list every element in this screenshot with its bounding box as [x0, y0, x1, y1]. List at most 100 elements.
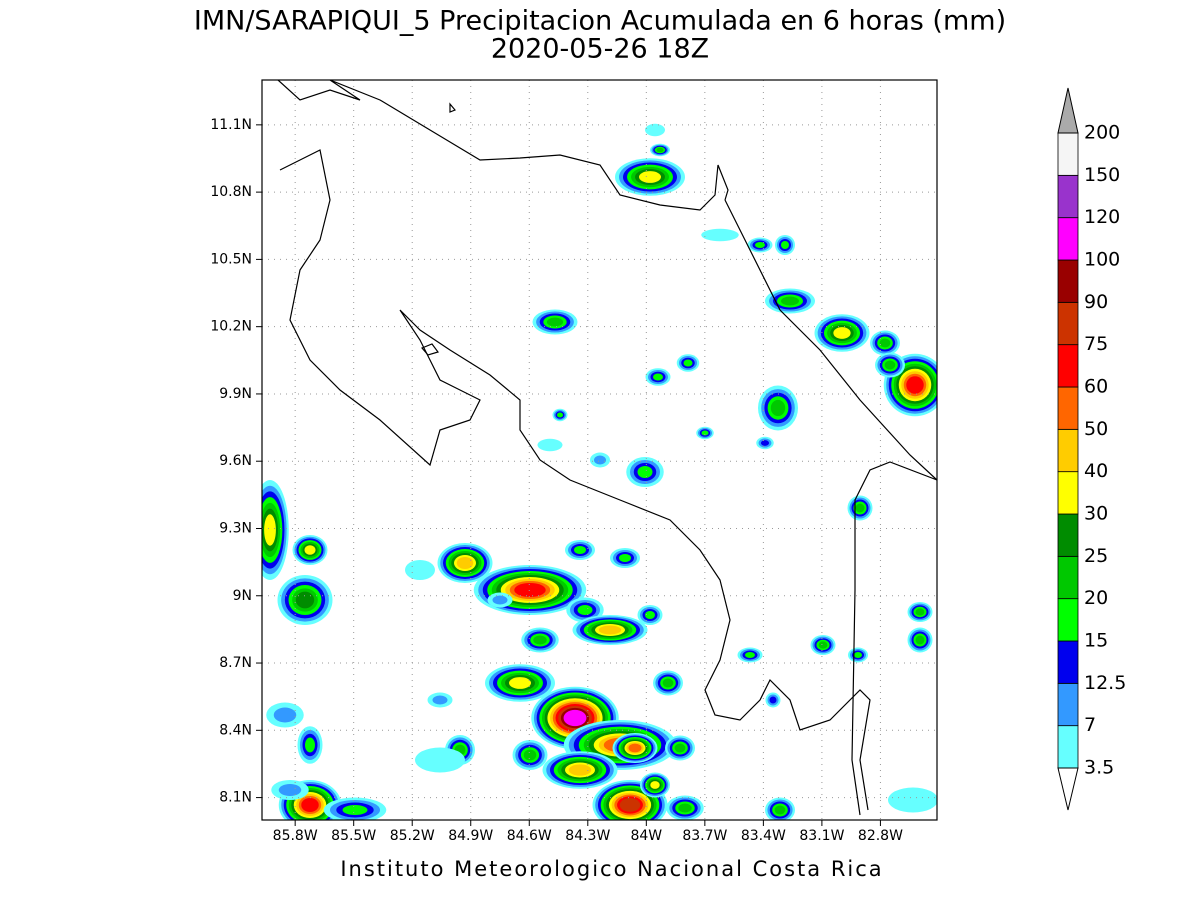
rain-cell: [656, 147, 664, 153]
colorbar-segment: [1057, 344, 1079, 388]
rain-cell: [879, 338, 891, 348]
rain-cell: [432, 695, 448, 705]
colorbar-segment: [1057, 640, 1079, 684]
colorbar-segment: [1057, 598, 1079, 642]
rain-cell: [594, 455, 606, 465]
colorbar-label: 7: [1084, 714, 1096, 736]
x-tick-label: 84W: [630, 828, 662, 844]
rain-cell: [619, 554, 631, 562]
rain-cell: [295, 591, 315, 609]
rain-cell: [304, 545, 316, 555]
rain-cell: [568, 764, 592, 776]
colorbar-label: 12.5: [1084, 672, 1126, 694]
y-tick-label: 11.1N: [210, 117, 252, 133]
precipitation: [262, 123, 937, 820]
rain-cell: [301, 798, 319, 812]
rain-cell: [855, 503, 865, 513]
rain-cell: [278, 784, 302, 796]
title: IMN/SARAPIQUI_5 Precipitacion Acumulada …: [194, 6, 1006, 37]
subtitle: 2020-05-26 18Z: [491, 34, 709, 65]
rain-cell: [906, 376, 924, 394]
rain-cell: [662, 678, 674, 688]
rain-cell: [701, 430, 709, 436]
rain-cell: [770, 399, 786, 417]
rain-cell: [645, 123, 665, 137]
rain-cell: [769, 696, 777, 704]
rain-cell: [650, 781, 660, 789]
colorbar-segment: [1057, 174, 1079, 219]
colorbar-segment: [1057, 513, 1079, 557]
colorbar-segment: [1057, 386, 1079, 430]
y-tick-label: 9N: [233, 588, 252, 604]
rain-cell: [456, 557, 474, 569]
colorbar-segment: [1057, 217, 1079, 261]
rain-cell: [533, 635, 547, 645]
x-tick-label: 83.4W: [741, 828, 786, 844]
rain-cell: [273, 707, 297, 723]
colorbar-label: 90: [1084, 291, 1108, 313]
y-tick-label: 9.3N: [219, 520, 252, 536]
y-tick-label: 8.7N: [219, 655, 252, 671]
x-tick-label: 84.9W: [448, 828, 493, 844]
rain-cell: [833, 327, 851, 339]
island: [420, 102, 456, 356]
y-tick-label: 10.2N: [210, 319, 252, 335]
rain-cell: [619, 798, 641, 812]
colorbar-label: 25: [1084, 545, 1108, 567]
colorbar-label: 60: [1084, 376, 1108, 398]
rain-cell: [653, 373, 663, 381]
x-tick-label: 85.5W: [331, 828, 376, 844]
colorbar-segment: [1057, 471, 1079, 515]
y-tick-label: 8.1N: [219, 790, 252, 806]
rain-cell: [683, 359, 693, 367]
rain-cell: [745, 652, 755, 658]
rain-cell: [854, 652, 862, 658]
colorbar-segment: [1057, 428, 1079, 473]
rain-cell: [639, 171, 661, 183]
rain-cell: [628, 743, 642, 753]
colorbar-label: 100: [1084, 249, 1120, 271]
colorbar-label: 200: [1084, 122, 1120, 144]
rain-cell: [574, 546, 586, 554]
rain-cell: [915, 608, 925, 616]
rain-cell: [264, 514, 276, 546]
colorbar-label: 40: [1084, 460, 1108, 482]
colorbar-label: 3.5: [1084, 757, 1114, 779]
y-tick-label: 10.5N: [210, 251, 252, 267]
rain-cell: [678, 803, 692, 813]
rain-cell: [514, 583, 546, 597]
rain-cell: [674, 743, 686, 753]
x-tick-label: 83.7W: [682, 828, 727, 844]
rain-cell: [755, 242, 765, 248]
rain-cell: [598, 625, 622, 635]
rain-cell: [774, 805, 786, 815]
caribbean-coast: [724, 199, 937, 481]
y-tick-label: 9.9N: [219, 386, 252, 402]
colorbar-label: 75: [1084, 333, 1108, 355]
map-frame: [261, 79, 938, 821]
colorbar-label: 15: [1084, 630, 1108, 652]
x-tick-label: 83.1W: [799, 828, 844, 844]
colorbar-label: 20: [1084, 587, 1108, 609]
colorbar-segment: [1057, 301, 1079, 346]
rain-cell: [577, 605, 593, 615]
x-tick-label: 85.8W: [273, 828, 318, 844]
colorbar-label: 120: [1084, 206, 1120, 228]
x-tick-label: 82.8W: [858, 828, 903, 844]
rain-cell: [884, 360, 896, 370]
colorbar-label: 50: [1084, 418, 1108, 440]
y-tick-label: 8.4N: [219, 722, 252, 738]
rain-cell: [342, 805, 368, 815]
rain-cell: [415, 747, 465, 773]
pacific-coast: [279, 149, 871, 811]
rain-cell: [645, 611, 655, 619]
colorbar-segment: [1057, 725, 1079, 769]
rain-cell: [557, 412, 563, 418]
colorbar-segment: [1057, 259, 1079, 303]
rain-cell: [760, 440, 770, 446]
rain-cell: [701, 228, 739, 242]
x-tick-label: 84.6W: [507, 828, 552, 844]
x-tick-label: 84.3W: [565, 828, 610, 844]
y-tick-label: 10.8N: [210, 184, 252, 200]
